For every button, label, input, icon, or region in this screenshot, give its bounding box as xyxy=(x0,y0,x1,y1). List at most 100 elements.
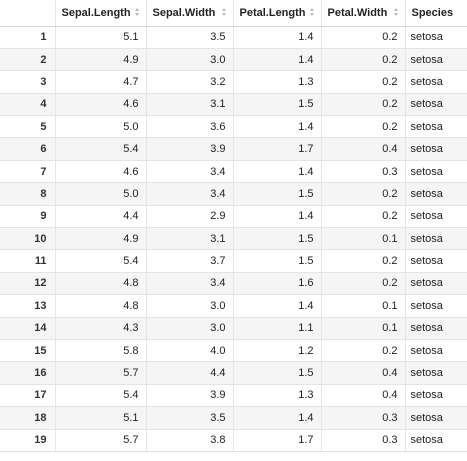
species-cell: setosa xyxy=(405,115,467,139)
petal-width-cell: 0.2 xyxy=(321,272,406,296)
table-row: 6 5.4 3.9 1.7 0.4 setosa xyxy=(0,137,467,161)
petal-length-cell: 1.3 xyxy=(233,384,322,408)
row-index-cell: 8 xyxy=(0,182,56,206)
petal-width-cell: 0.2 xyxy=(321,93,406,117)
petal-width-cell: 0.2 xyxy=(321,182,406,206)
species-cell: setosa xyxy=(405,272,467,296)
row-index-cell: 14 xyxy=(0,317,56,340)
sepal-width-cell: 3.1 xyxy=(146,93,234,117)
sepal-length-cell: 5.0 xyxy=(55,182,147,206)
header-label: Sepal.Length xyxy=(61,6,131,19)
header-petal-length[interactable]: Petal.Length xyxy=(233,0,322,27)
row-index-cell: 18 xyxy=(0,406,56,430)
sort-arrows-icon[interactable] xyxy=(134,8,140,18)
petal-length-cell: 1.4 xyxy=(233,294,322,318)
petal-width-cell: 0.1 xyxy=(321,294,406,318)
row-index-cell: 9 xyxy=(0,205,56,229)
table-row: 14 4.3 3.0 1.1 0.1 setosa xyxy=(0,317,467,340)
table-row: 5 5.0 3.6 1.4 0.2 setosa xyxy=(0,115,467,139)
petal-length-cell: 1.5 xyxy=(233,249,322,273)
sepal-length-cell: 4.3 xyxy=(55,317,147,340)
petal-length-cell: 1.1 xyxy=(233,317,322,340)
sepal-width-cell: 3.4 xyxy=(146,160,234,184)
sort-arrows-icon[interactable] xyxy=(393,8,399,18)
header-sepal-length[interactable]: Sepal.Length xyxy=(55,0,147,27)
row-index-cell: 3 xyxy=(0,70,56,94)
sepal-width-cell: 3.8 xyxy=(146,429,234,452)
sepal-width-cell: 3.0 xyxy=(146,294,234,318)
row-index-cell: 2 xyxy=(0,48,56,72)
petal-length-cell: 1.4 xyxy=(233,48,322,72)
petal-width-cell: 0.2 xyxy=(321,115,406,139)
sepal-length-cell: 5.4 xyxy=(55,384,147,408)
sepal-width-cell: 4.4 xyxy=(146,361,234,385)
petal-width-cell: 0.1 xyxy=(321,317,406,340)
sepal-width-cell: 4.0 xyxy=(146,339,234,363)
petal-length-cell: 1.7 xyxy=(233,429,322,452)
sepal-length-cell: 4.6 xyxy=(55,160,147,184)
sepal-width-cell: 3.1 xyxy=(146,227,234,251)
species-cell: setosa xyxy=(405,339,467,363)
row-index-cell: 13 xyxy=(0,294,56,318)
sepal-length-cell: 5.4 xyxy=(55,249,147,273)
sepal-length-cell: 4.8 xyxy=(55,272,147,296)
petal-length-cell: 1.3 xyxy=(233,70,322,94)
sepal-length-cell: 5.8 xyxy=(55,339,147,363)
row-index-cell: 10 xyxy=(0,227,56,251)
sepal-length-cell: 5.4 xyxy=(55,137,147,161)
table-row: 17 5.4 3.9 1.3 0.4 setosa xyxy=(0,384,467,408)
table-header: Sepal.Length Sepal.Width Petal.Length Pe… xyxy=(0,0,467,27)
sepal-length-cell: 5.1 xyxy=(55,406,147,430)
row-index-cell: 4 xyxy=(0,93,56,117)
sepal-width-cell: 3.2 xyxy=(146,70,234,94)
sepal-width-cell: 2.9 xyxy=(146,205,234,229)
petal-length-cell: 1.4 xyxy=(233,205,322,229)
sepal-length-cell: 4.7 xyxy=(55,70,147,94)
header-label: Sepal.Width xyxy=(152,6,216,19)
petal-length-cell: 1.5 xyxy=(233,361,322,385)
sepal-width-cell: 3.9 xyxy=(146,384,234,408)
species-cell: setosa xyxy=(405,160,467,184)
table-row: 4 4.6 3.1 1.5 0.2 setosa xyxy=(0,93,467,117)
table-row: 1 5.1 3.5 1.4 0.2 setosa xyxy=(0,26,467,49)
species-cell: setosa xyxy=(405,429,467,452)
petal-width-cell: 0.3 xyxy=(321,406,406,430)
species-cell: setosa xyxy=(405,93,467,117)
petal-width-cell: 0.4 xyxy=(321,361,406,385)
species-cell: setosa xyxy=(405,137,467,161)
petal-length-cell: 1.5 xyxy=(233,182,322,206)
header-petal-width[interactable]: Petal.Width xyxy=(321,0,406,27)
table-row: 15 5.8 4.0 1.2 0.2 setosa xyxy=(0,339,467,363)
sort-arrows-icon[interactable] xyxy=(221,8,227,18)
sepal-length-cell: 4.4 xyxy=(55,205,147,229)
header-label: Petal.Length xyxy=(239,6,306,19)
row-index-cell: 19 xyxy=(0,429,56,452)
petal-length-cell: 1.4 xyxy=(233,406,322,430)
table-row: 7 4.6 3.4 1.4 0.3 setosa xyxy=(0,160,467,184)
row-index-cell: 12 xyxy=(0,272,56,296)
row-index-cell: 6 xyxy=(0,137,56,161)
petal-width-cell: 0.2 xyxy=(321,48,406,72)
table-row: 2 4.9 3.0 1.4 0.2 setosa xyxy=(0,48,467,72)
header-species[interactable]: Species xyxy=(405,0,467,27)
sepal-width-cell: 3.4 xyxy=(146,272,234,296)
sort-arrows-icon[interactable] xyxy=(309,8,315,18)
petal-width-cell: 0.2 xyxy=(321,339,406,363)
sepal-width-cell: 3.5 xyxy=(146,406,234,430)
species-cell: setosa xyxy=(405,26,467,49)
sepal-width-cell: 3.6 xyxy=(146,115,234,139)
table-row: 9 4.4 2.9 1.4 0.2 setosa xyxy=(0,205,467,229)
table-row: 16 5.7 4.4 1.5 0.4 setosa xyxy=(0,361,467,385)
sepal-length-cell: 4.9 xyxy=(55,48,147,72)
sepal-width-cell: 3.5 xyxy=(146,26,234,49)
sepal-width-cell: 3.0 xyxy=(146,317,234,340)
table-row: 19 5.7 3.8 1.7 0.3 setosa xyxy=(0,429,467,452)
sepal-length-cell: 4.6 xyxy=(55,93,147,117)
species-cell: setosa xyxy=(405,406,467,430)
header-sepal-width[interactable]: Sepal.Width xyxy=(146,0,234,27)
table-row: 18 5.1 3.5 1.4 0.3 setosa xyxy=(0,406,467,430)
table-row: 10 4.9 3.1 1.5 0.1 setosa xyxy=(0,227,467,251)
petal-width-cell: 0.2 xyxy=(321,205,406,229)
header-label: Species xyxy=(411,6,454,19)
